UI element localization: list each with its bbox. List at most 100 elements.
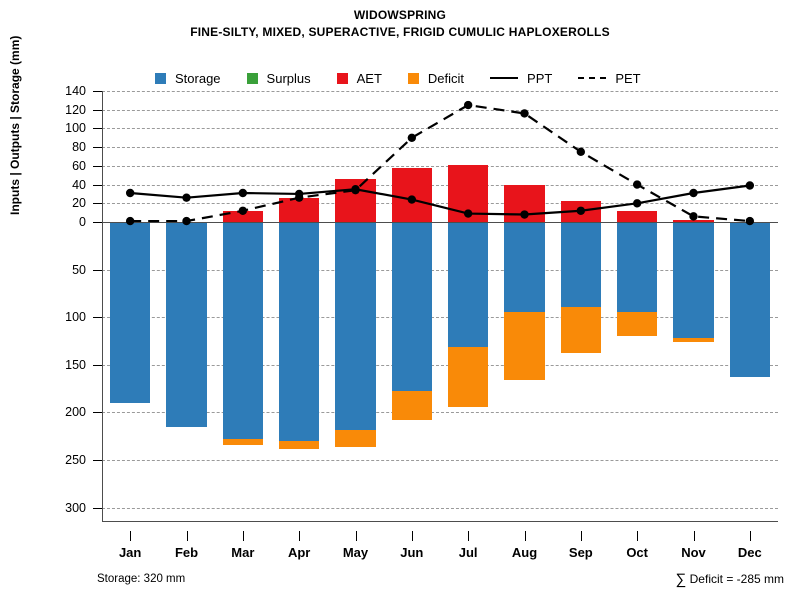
bar-segment-storage — [222, 222, 264, 440]
bar-segment-storage — [673, 222, 714, 339]
y-axis-tick — [93, 91, 102, 92]
gridline — [102, 364, 778, 366]
x-axis-label-jan: Jan — [118, 545, 142, 560]
bar-column[interactable] — [391, 91, 433, 522]
y-axis-tick-label: 250 — [65, 453, 86, 468]
y-axis-tick — [93, 203, 102, 205]
data-point-ppt — [182, 193, 191, 202]
data-point-ppt — [632, 199, 642, 208]
legend-item-pet[interactable]: PET — [578, 70, 641, 86]
x-axis-tick — [411, 531, 413, 541]
y-axis-tick — [93, 184, 102, 186]
data-point-pet — [407, 133, 417, 142]
data-point-ppt — [576, 206, 586, 215]
bar-segment-aet — [673, 220, 714, 222]
legend-item-aet[interactable]: AET — [336, 70, 408, 86]
bar-segment-aet — [391, 167, 433, 222]
bar-column[interactable] — [278, 91, 320, 522]
page-subtitle: FINE-SILTY, MIXED, SUPERACTIVE, FRIGID C… — [190, 25, 610, 39]
page-title: WIDOWSPRING — [353, 8, 447, 22]
bar-column[interactable] — [560, 91, 602, 522]
data-point-ppt — [689, 188, 698, 198]
y-axis-tick — [93, 364, 102, 366]
gridline — [102, 269, 778, 271]
x-axis-label-dec: Dec — [737, 545, 762, 560]
zero-line — [102, 222, 778, 223]
y-axis-tick — [93, 317, 102, 319]
legend-label: AET — [356, 70, 382, 86]
legend-item-deficit[interactable]: Deficit — [407, 71, 490, 86]
line-series-group — [125, 100, 755, 226]
x-axis-label-apr: Apr — [287, 545, 311, 560]
plot-area — [102, 91, 778, 522]
data-point-pet — [576, 147, 586, 157]
data-point-pet — [182, 216, 191, 226]
y-axis-tick — [93, 109, 102, 111]
legend-swatch-icon — [155, 72, 166, 84]
x-axis-tick — [242, 531, 244, 541]
y-axis-tick-label: 200 — [65, 405, 86, 420]
y-axis-tick-label: 100 — [65, 310, 86, 325]
data-point-ppt — [745, 181, 755, 190]
legend-line-icon — [490, 77, 519, 79]
bar-column[interactable] — [222, 91, 264, 522]
bar-segment-aet — [222, 210, 264, 222]
bar-segment-aet — [616, 210, 658, 222]
legend-line-icon — [578, 77, 607, 79]
legend-item-storage[interactable]: Storage — [155, 71, 247, 86]
legend-item-surplus[interactable]: Surplus — [246, 70, 337, 86]
y-axis-tick-label: 80 — [72, 140, 86, 155]
y-axis-tick — [93, 412, 102, 414]
legend-label: PPT — [527, 70, 553, 86]
legend-label: Surplus — [266, 70, 311, 86]
gridline — [102, 109, 778, 111]
bar-segment-storage — [447, 222, 489, 347]
x-axis-tick — [130, 531, 132, 541]
bar-segment-storage — [729, 222, 771, 378]
x-axis-tick — [524, 531, 526, 541]
bar-column[interactable] — [616, 91, 658, 522]
x-axis-tick — [355, 531, 357, 541]
x-axis-label-aug: Aug — [511, 545, 538, 560]
legend-item-ppt[interactable]: PPT — [490, 71, 578, 86]
bar-segment-storage — [504, 222, 545, 313]
y-axis-tick-label: 140 — [65, 84, 86, 98]
bar-segment-deficit — [673, 338, 714, 342]
data-point-ppt — [294, 189, 304, 199]
deficit-total-text: Deficit = -285 mm — [689, 572, 784, 586]
y-axis-tick-label: 20 — [72, 196, 86, 211]
x-axis-tick — [468, 531, 470, 541]
chart-legend: Storage Surplus AET Deficit PPT PET — [155, 68, 735, 88]
bar-segment-storage — [616, 222, 658, 313]
y-axis-tick — [93, 222, 102, 223]
bar-segment-deficit — [278, 441, 320, 449]
line-ppt — [130, 184, 750, 216]
data-point-ppt — [125, 188, 135, 198]
bar-column[interactable] — [673, 91, 714, 522]
sigma-icon: ∑ — [675, 571, 687, 588]
y-axis-tick-label: 120 — [65, 102, 86, 117]
x-axis-tick — [580, 531, 582, 541]
legend-label: PET — [615, 70, 641, 86]
bar-column[interactable] — [729, 91, 771, 522]
data-point-pet — [125, 216, 135, 226]
bar-column[interactable] — [447, 91, 489, 522]
data-point-ppt — [351, 185, 360, 194]
bar-column[interactable] — [166, 91, 207, 522]
x-axis-tick — [637, 531, 639, 541]
legend-swatch-icon — [407, 72, 419, 84]
x-axis-label-nov: Nov — [681, 545, 706, 560]
x-axis-label-jul: Jul — [458, 545, 478, 560]
bar-column[interactable] — [335, 91, 376, 522]
gridline — [102, 203, 778, 205]
y-axis-tick-label: 100 — [65, 121, 86, 136]
bar-segment-deficit — [335, 429, 376, 447]
data-point-ppt — [463, 209, 473, 218]
y-axis-tick — [93, 165, 102, 167]
gridline — [102, 507, 778, 509]
bar-segment-storage — [335, 222, 376, 430]
bar-column[interactable] — [109, 91, 151, 522]
legend-swatch-icon — [246, 72, 258, 84]
gridline — [102, 165, 778, 167]
gridline — [102, 460, 778, 462]
